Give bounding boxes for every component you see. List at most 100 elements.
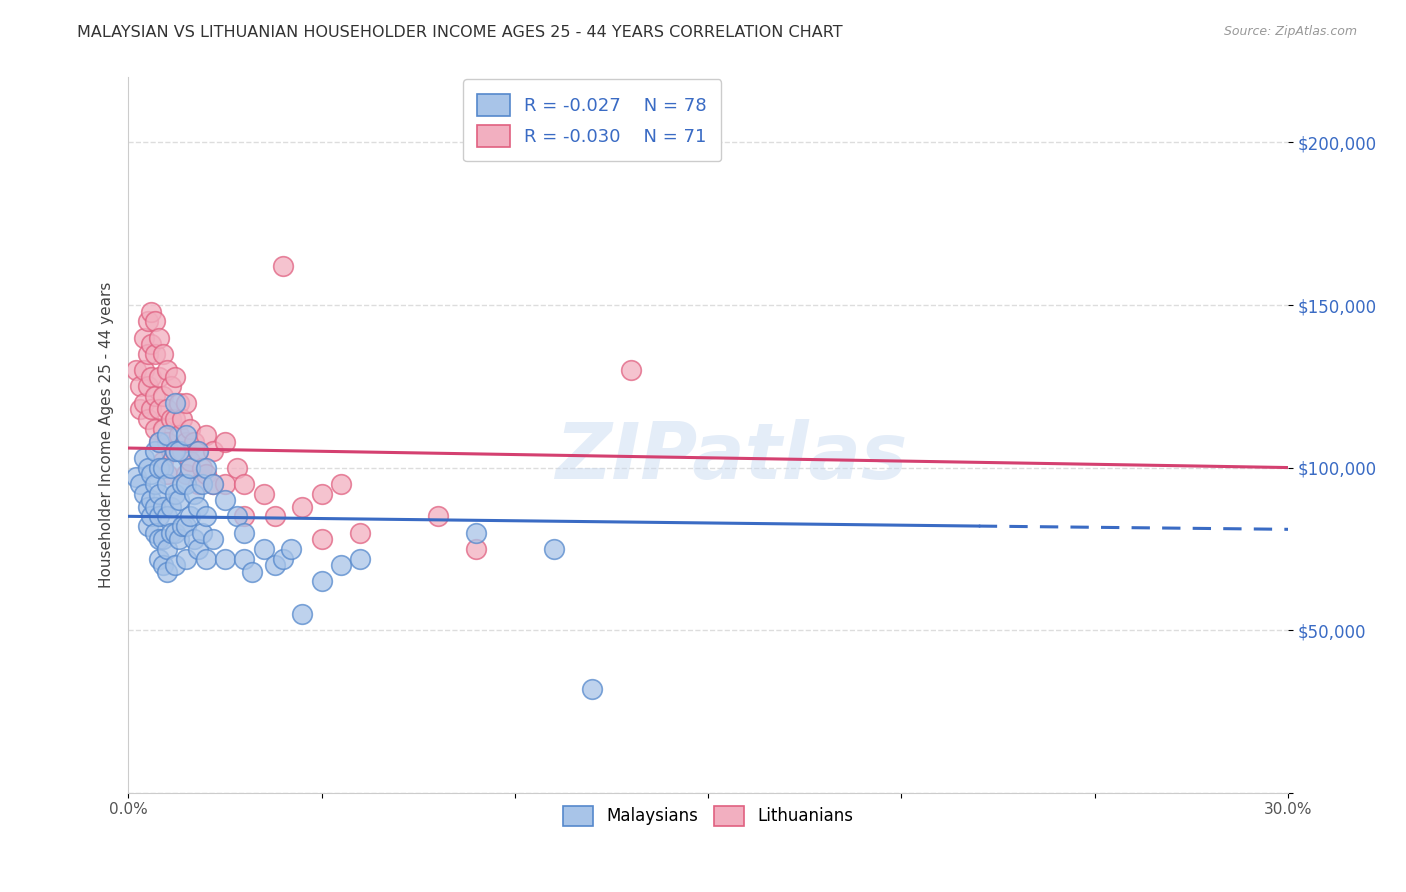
Point: [202, 476, 225, 491]
Point: [159, 411, 181, 425]
Point: [426, 509, 449, 524]
Point: [311, 486, 333, 500]
Point: [172, 411, 194, 425]
Point: [163, 558, 186, 573]
Point: [214, 476, 236, 491]
Point: [156, 509, 179, 524]
Point: [159, 500, 181, 514]
Point: [125, 363, 148, 377]
Point: [156, 363, 179, 377]
Point: [187, 444, 209, 458]
Text: Source: ZipAtlas.com: Source: ZipAtlas.com: [1223, 25, 1357, 38]
Point: [159, 379, 181, 393]
Point: [174, 519, 197, 533]
Point: [349, 551, 371, 566]
Point: [465, 541, 488, 556]
Point: [143, 389, 166, 403]
Point: [148, 434, 170, 449]
Point: [214, 493, 236, 508]
Point: [194, 460, 217, 475]
Point: [148, 330, 170, 344]
Text: MALAYSIAN VS LITHUANIAN HOUSEHOLDER INCOME AGES 25 - 44 YEARS CORRELATION CHART: MALAYSIAN VS LITHUANIAN HOUSEHOLDER INCO…: [77, 25, 844, 40]
Point: [271, 259, 294, 273]
Point: [152, 389, 174, 403]
Point: [280, 541, 302, 556]
Point: [152, 558, 174, 573]
Point: [163, 369, 186, 384]
Point: [167, 395, 190, 409]
Point: [174, 434, 197, 449]
Point: [156, 541, 179, 556]
Point: [179, 509, 201, 524]
Point: [202, 444, 225, 458]
Point: [194, 467, 217, 481]
Point: [136, 460, 159, 475]
Point: [233, 509, 256, 524]
Point: [264, 558, 287, 573]
Point: [167, 444, 190, 458]
Point: [141, 369, 163, 384]
Point: [167, 428, 190, 442]
Point: [143, 347, 166, 361]
Point: [172, 519, 194, 533]
Point: [152, 460, 174, 475]
Point: [233, 476, 256, 491]
Point: [202, 532, 225, 546]
Point: [190, 476, 212, 491]
Point: [152, 454, 174, 468]
Point: [190, 525, 212, 540]
Point: [148, 509, 170, 524]
Point: [136, 347, 159, 361]
Point: [179, 460, 201, 475]
Point: [167, 493, 190, 508]
Point: [172, 444, 194, 458]
Point: [132, 486, 155, 500]
Point: [174, 395, 197, 409]
Point: [148, 486, 170, 500]
Point: [156, 565, 179, 579]
Point: [329, 476, 352, 491]
Point: [172, 476, 194, 491]
Point: [143, 314, 166, 328]
Point: [214, 434, 236, 449]
Point: [159, 444, 181, 458]
Point: [163, 525, 186, 540]
Point: [163, 486, 186, 500]
Point: [225, 509, 247, 524]
Point: [152, 421, 174, 435]
Point: [159, 460, 181, 475]
Point: [136, 519, 159, 533]
Point: [163, 444, 186, 458]
Point: [143, 500, 166, 514]
Point: [132, 330, 155, 344]
Point: [581, 681, 603, 696]
Point: [271, 551, 294, 566]
Point: [225, 460, 247, 475]
Point: [128, 402, 150, 417]
Point: [183, 532, 205, 546]
Point: [187, 444, 209, 458]
Text: ZIPatlas: ZIPatlas: [555, 418, 907, 494]
Point: [136, 411, 159, 425]
Legend: Malaysians, Lithuanians: Malaysians, Lithuanians: [554, 797, 862, 834]
Point: [128, 476, 150, 491]
Point: [174, 428, 197, 442]
Point: [183, 434, 205, 449]
Point: [264, 509, 287, 524]
Point: [194, 509, 217, 524]
Point: [148, 369, 170, 384]
Point: [252, 541, 274, 556]
Point: [240, 565, 263, 579]
Point: [156, 402, 179, 417]
Point: [136, 314, 159, 328]
Point: [620, 363, 643, 377]
Point: [179, 454, 201, 468]
Point: [194, 551, 217, 566]
Point: [156, 467, 179, 481]
Point: [141, 304, 163, 318]
Point: [174, 476, 197, 491]
Point: [132, 363, 155, 377]
Point: [148, 532, 170, 546]
Point: [349, 525, 371, 540]
Point: [136, 500, 159, 514]
